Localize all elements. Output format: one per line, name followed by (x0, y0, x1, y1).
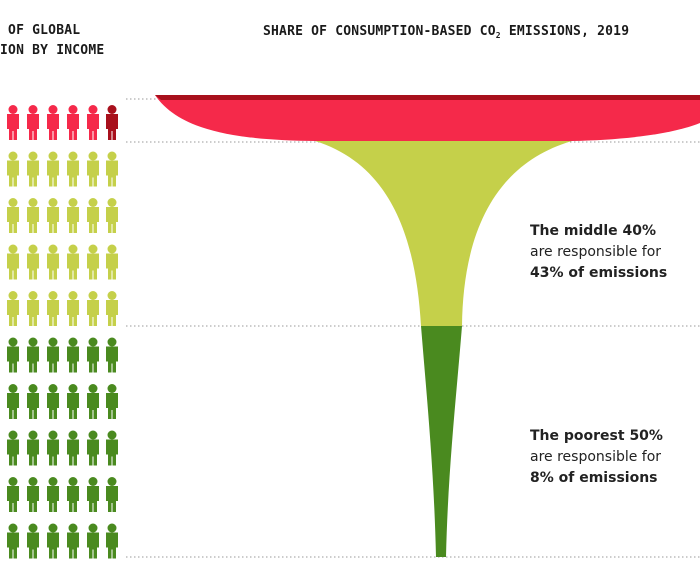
person-icon-r10-c7 (106, 523, 118, 559)
person-icon-r6-c2 (7, 337, 19, 373)
person-icon-r2-c4 (47, 151, 59, 187)
annotation-middle-head: The middle 40% (530, 223, 656, 239)
person-icon-r2-c6 (87, 151, 99, 187)
person-icon-r9-c2 (7, 477, 19, 512)
person-icon-r5-c2 (7, 291, 19, 326)
person-icon-r7-c2 (7, 384, 19, 419)
person-icon-r6-c5 (67, 337, 79, 373)
person-icon-r2-c2 (7, 151, 19, 187)
person-icon-r2-c7 (106, 151, 118, 187)
person-icon-r6-c7 (106, 337, 118, 373)
person-icon-r5-c3 (27, 291, 39, 326)
person-icon-r9-c6 (87, 477, 99, 512)
person-icon-r3-c6 (87, 198, 99, 233)
person-icon-r8-c5 (67, 430, 79, 466)
person-icon-r8-c4 (47, 430, 59, 466)
person-icon-r5-c5 (67, 291, 79, 326)
annotation-middle: The middle 40% are responsible for 43% o… (530, 221, 667, 284)
person-icon-r9-c3 (27, 477, 39, 512)
person-icon-r3-c3 (27, 198, 39, 233)
person-icon-r7-c6 (87, 384, 99, 419)
annotation-middle-text: are responsible for (530, 244, 662, 260)
person-icon-r9-c7 (106, 477, 118, 512)
person-icon-r3-c2 (7, 198, 19, 233)
population-title-line1: E OF GLOBAL (0, 23, 81, 38)
person-icon-r4-c2 (7, 244, 19, 280)
person-icon-r4-c4 (47, 244, 59, 280)
person-icon-r4-c7 (106, 244, 118, 280)
person-icon-r4-c5 (67, 244, 79, 280)
chart-title-suffix: EMISSIONS, 2019 (500, 24, 630, 39)
person-icon-r2-c5 (67, 151, 79, 187)
person-icon-r1-c3 (27, 105, 39, 140)
person-icon-r9-c4 (47, 477, 59, 512)
person-icon-r10-c5 (67, 523, 79, 559)
person-icon-r10-c3 (27, 523, 39, 559)
chart-title: SHARE OF CONSUMPTION-BASED CO2 EMISSIONS… (263, 24, 629, 40)
person-icon-r1-c2 (7, 105, 19, 140)
person-icon-r7-c5 (67, 384, 79, 419)
funnel-band-richest-10 (155, 95, 700, 141)
person-icon-r5-c6 (87, 291, 99, 326)
person-icon-r3-c7 (106, 198, 118, 233)
funnel-band-middle (315, 141, 572, 326)
person-icon-r8-c2 (7, 430, 19, 466)
person-icon-r7-c7 (106, 384, 118, 419)
person-icon-r3-c5 (67, 198, 79, 233)
annotation-middle-value: 43% of emissions (530, 265, 668, 281)
person-icon-r7-c4 (47, 384, 59, 419)
annotation-poorest-head: The poorest 50% (530, 428, 663, 444)
chart-title-prefix: SHARE OF CONSUMPTION-BASED CO (263, 24, 496, 39)
person-icon-r10-c6 (87, 523, 99, 559)
annotation-poorest-text: are responsible for (530, 449, 662, 465)
population-title: E OF GLOBAL TION BY INCOME (0, 21, 104, 61)
person-icon-r8-c6 (87, 430, 99, 466)
person-icon-r10-c4 (47, 523, 59, 559)
funnel-band-richest-1 (155, 95, 700, 100)
person-icon-r2-c3 (27, 151, 39, 187)
person-icon-r6-c6 (87, 337, 99, 373)
population-title-line2: TION BY INCOME (0, 43, 105, 58)
person-icon-r9-c5 (67, 477, 79, 512)
person-icon-r10-c2 (7, 523, 19, 559)
person-icon-r6-c3 (27, 337, 39, 373)
person-icon-r8-c7 (106, 430, 118, 466)
person-icon-r5-c4 (47, 291, 59, 326)
person-icon-r3-c4 (47, 198, 59, 233)
person-icon-r1-c7 (106, 105, 118, 140)
person-icon-r7-c3 (27, 384, 39, 419)
annotation-poorest: The poorest 50% are responsible for 8% o… (530, 426, 663, 489)
person-icon-r4-c3 (27, 244, 39, 280)
annotation-poorest-value: 8% of emissions (530, 470, 658, 486)
person-icon-r1-c5 (67, 105, 79, 140)
person-icon-r6-c4 (47, 337, 59, 373)
person-icon-r1-c6 (87, 105, 99, 140)
person-icon-r5-c7 (106, 291, 118, 326)
person-icon-r4-c6 (87, 244, 99, 280)
funnel-band-poorest (421, 326, 462, 557)
chart-title-subscript: 2 (495, 31, 501, 40)
person-icon-r1-c4 (47, 105, 59, 140)
person-icon-r8-c3 (27, 430, 39, 466)
